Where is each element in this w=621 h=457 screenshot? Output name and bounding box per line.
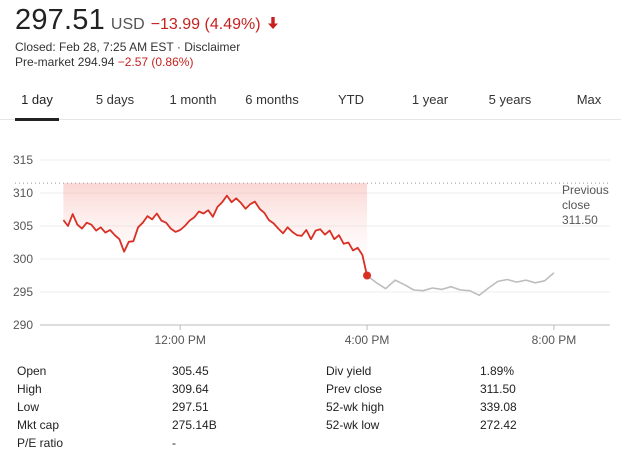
- tab-5-days[interactable]: 5 days: [95, 91, 135, 107]
- price-row: 297.51 USD −13.99 (4.49%): [15, 4, 615, 40]
- closed-status: Closed: Feb 28, 7:25 AM EST · Disclaimer: [15, 40, 615, 55]
- tab-6-months[interactable]: 6 months: [245, 91, 299, 107]
- chart-lines: [62, 194, 555, 297]
- stat-value: 275.14B: [172, 418, 217, 432]
- y-tick-label: 315: [13, 153, 33, 167]
- closed-text: Closed: Feb 28, 7:25 AM EST · Disclaimer: [15, 40, 241, 54]
- tab-ytd[interactable]: YTD: [338, 91, 364, 107]
- x-tick-label: 12:00 PM: [154, 333, 205, 347]
- stat-value: -: [172, 436, 176, 450]
- stat-label: 52-wk high: [326, 400, 385, 414]
- price-change: −13.99 (4.49%): [150, 16, 261, 33]
- x-tick-label: 8:00 PM: [532, 333, 577, 347]
- current-price: 297.51: [15, 4, 105, 36]
- tab-1-day[interactable]: 1 day: [15, 78, 59, 121]
- stat-value: 311.50: [480, 382, 516, 396]
- close-point-marker: [363, 271, 372, 280]
- tab-5-years[interactable]: 5 years: [488, 91, 532, 107]
- y-tick-label: 305: [13, 219, 33, 233]
- stat-label: Low: [17, 400, 40, 414]
- y-tick-label: 290: [13, 318, 33, 332]
- stat-value: 297.51: [172, 400, 209, 414]
- stat-label: High: [17, 382, 42, 396]
- premarket-price: 294.94: [77, 55, 115, 69]
- y-tick-label: 300: [13, 252, 33, 266]
- stat-value: 309.64: [172, 382, 209, 396]
- down-arrow-icon: [267, 17, 278, 29]
- stat-value: 305.45: [172, 364, 209, 378]
- stat-label: Prev close: [326, 382, 383, 396]
- y-tick-label: 295: [13, 285, 33, 299]
- premarket-label: Pre-market: [15, 55, 75, 69]
- previous-close-label: 311.50: [562, 213, 598, 227]
- stat-label: P/E ratio: [17, 436, 64, 450]
- stat-value: 272.42: [480, 418, 517, 432]
- stat-label: Div yield: [326, 364, 372, 378]
- regular-session-area: [63, 183, 368, 276]
- currency-code: USD: [110, 16, 145, 33]
- regular-session-line: [62, 194, 368, 276]
- stat-label: 52-wk low: [326, 418, 380, 432]
- stat-value: 1.89%: [480, 364, 515, 378]
- y-tick-label: 310: [13, 186, 33, 200]
- previous-close-label: close: [562, 198, 590, 212]
- stat-value: 339.08: [480, 400, 517, 414]
- extended-session-line: [366, 272, 555, 297]
- tab-1-month[interactable]: 1 month: [169, 91, 217, 107]
- range-tabs: 1 day 5 days 1 month 6 months YTD 1 year…: [0, 78, 621, 121]
- previous-close-label: Previous: [562, 183, 609, 197]
- quote-header: 297.51 USD −13.99 (4.49%) Closed: Feb 28…: [15, 4, 615, 70]
- x-tick-label: 4:00 PM: [345, 333, 390, 347]
- stat-label: Mkt cap: [17, 418, 60, 432]
- premarket-change: −2.57 (0.86%): [117, 55, 194, 69]
- tab-1-year[interactable]: 1 year: [411, 91, 449, 107]
- premarket-line: Pre-market 294.94 −2.57 (0.86%): [15, 55, 615, 70]
- stat-label: Open: [17, 364, 47, 378]
- chart-area-fill: [63, 183, 368, 276]
- tab-max[interactable]: Max: [576, 91, 602, 107]
